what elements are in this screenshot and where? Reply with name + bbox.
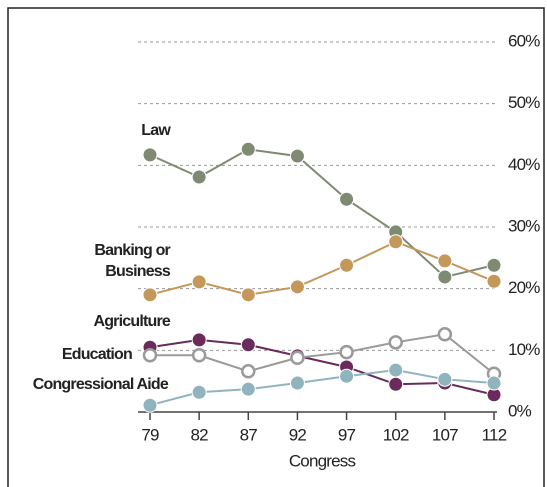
y-tick-label: 60%: [508, 31, 540, 50]
point: [289, 148, 305, 164]
series-line: [149, 148, 495, 279]
y-tick-label: 0%: [508, 401, 532, 420]
point: [486, 375, 502, 391]
point: [388, 362, 404, 378]
x-tick-label: 102: [383, 425, 409, 444]
point: [142, 348, 158, 363]
point: [289, 375, 305, 391]
point: [240, 287, 256, 303]
point: [486, 257, 502, 273]
point: [142, 397, 158, 413]
series-label: Banking or Business: [94, 242, 170, 280]
x-tick-label: 107: [432, 425, 458, 444]
x-tick-label: 97: [338, 425, 356, 444]
x-tick-label: 112: [482, 425, 507, 444]
series-label: Law: [141, 122, 171, 139]
point: [191, 348, 207, 363]
series-label: Agriculture: [93, 313, 170, 330]
point: [142, 147, 158, 163]
point: [339, 257, 355, 273]
point: [191, 169, 207, 185]
x-axis-label: Congress: [289, 451, 356, 470]
point: [240, 381, 256, 397]
series-line: [149, 240, 495, 296]
point: [486, 273, 502, 289]
point: [339, 344, 354, 360]
y-tick-label: 30%: [508, 216, 540, 235]
series-label: Congressional Aide: [32, 376, 169, 393]
point: [437, 327, 453, 342]
point: [240, 141, 256, 157]
point: [437, 269, 453, 285]
y-tick-label: 50%: [508, 93, 540, 112]
series-line: [150, 333, 495, 375]
point: [289, 279, 305, 295]
point: [191, 384, 207, 400]
point: [339, 368, 355, 384]
y-tick-label: 20%: [508, 278, 540, 297]
point: [388, 234, 404, 250]
point: [191, 274, 207, 290]
series-line: [149, 338, 495, 396]
y-tick-label: 10%: [508, 340, 540, 359]
point: [191, 332, 207, 348]
point: [339, 191, 355, 207]
point: [437, 371, 453, 387]
x-tick-label: 79: [141, 425, 159, 444]
series-line: [149, 369, 495, 407]
point: [142, 287, 158, 303]
point: [290, 350, 305, 365]
point: [388, 376, 404, 392]
point: [240, 337, 256, 353]
frame: [7, 7, 545, 487]
x-tick-label: 82: [190, 425, 208, 444]
point: [437, 253, 453, 269]
x-tick-label: 92: [289, 425, 307, 444]
point: [388, 335, 403, 350]
point: [241, 364, 256, 379]
y-tick-label: 40%: [508, 155, 540, 174]
x-tick-label: 87: [240, 425, 258, 444]
series-label: Education: [61, 346, 133, 363]
